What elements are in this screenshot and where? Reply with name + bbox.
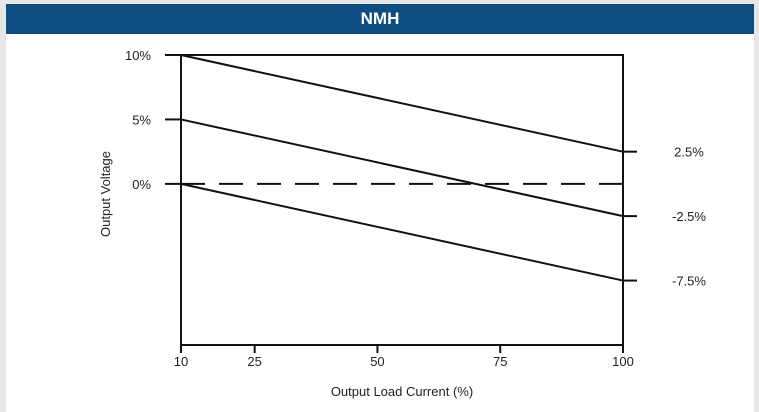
- y-tick-label-left: 10%: [125, 48, 151, 63]
- x-tick-label: 10: [174, 354, 188, 369]
- y-tick-label-right: -7.5%: [672, 274, 706, 289]
- chart-title: NMH: [6, 4, 754, 34]
- series-line-2: [180, 118, 624, 218]
- plot-area-border: [180, 54, 624, 346]
- series-line-1: [180, 54, 624, 153]
- series-line-3: [180, 182, 624, 282]
- x-tick-label: 100: [612, 354, 634, 369]
- x-tick-label: 75: [493, 354, 507, 369]
- y-tick-label-right: 2.5%: [674, 145, 704, 160]
- x-axis-label: Output Load Current (%): [331, 384, 473, 399]
- chart-panel: [6, 34, 754, 412]
- x-tick-label: 50: [370, 354, 384, 369]
- x-tick-label: 25: [247, 354, 261, 369]
- y-tick-label-left: 0%: [132, 177, 151, 192]
- y-tick-label-left: 5%: [132, 112, 151, 127]
- y-axis-label: Output Voltage: [98, 151, 113, 237]
- y-tick-label-right: -2.5%: [672, 209, 706, 224]
